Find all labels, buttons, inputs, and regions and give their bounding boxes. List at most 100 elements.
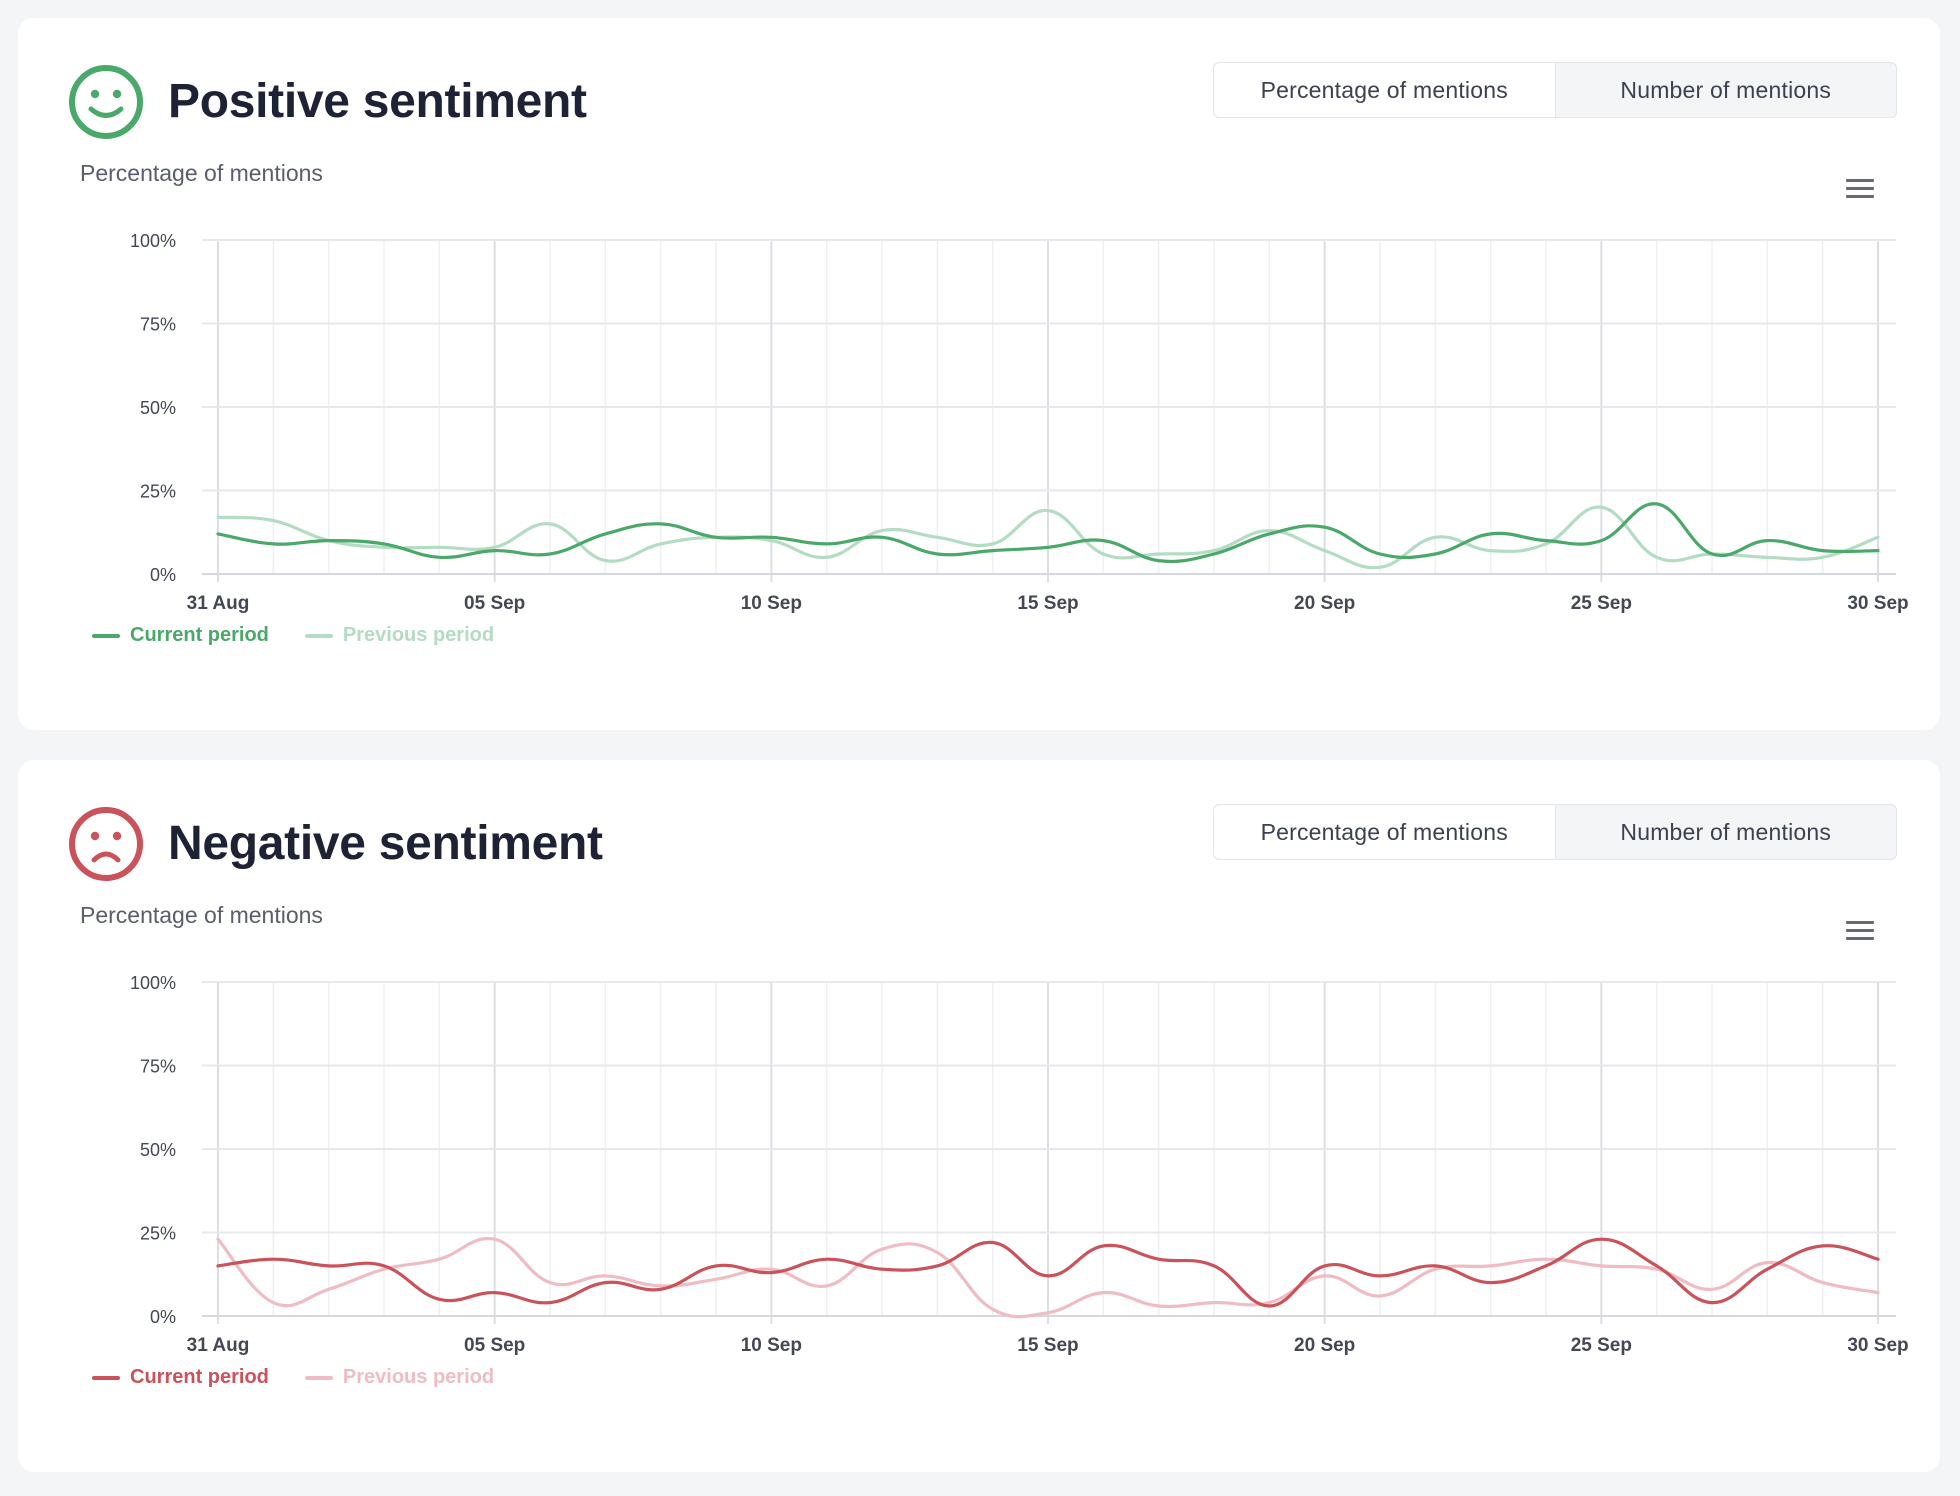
- data-point-current[interactable]: [1153, 1253, 1165, 1265]
- data-point-current[interactable]: [1651, 1260, 1663, 1272]
- legend-item-previous[interactable]: Previous period: [304, 1366, 494, 1389]
- data-point-previous[interactable]: [1595, 1260, 1607, 1272]
- hamburger-menu-icon[interactable]: [1844, 916, 1876, 946]
- data-point-current[interactable]: [821, 538, 833, 550]
- data-point-current[interactable]: [323, 535, 335, 547]
- data-point-current[interactable]: [212, 1260, 224, 1272]
- data-point-previous[interactable]: [212, 1233, 224, 1245]
- data-point-current[interactable]: [1761, 535, 1773, 547]
- data-point-previous[interactable]: [987, 1303, 999, 1315]
- data-point-current[interactable]: [1706, 548, 1718, 560]
- legend-item-current[interactable]: Current period: [92, 1366, 269, 1389]
- data-point-current[interactable]: [489, 545, 501, 557]
- data-point-current[interactable]: [1263, 1300, 1275, 1312]
- data-point-current[interactable]: [1706, 1297, 1718, 1309]
- hamburger-menu-icon[interactable]: [1844, 174, 1876, 204]
- data-point-current[interactable]: [1761, 1263, 1773, 1275]
- data-point-previous[interactable]: [1485, 545, 1497, 557]
- data-point-previous[interactable]: [1042, 505, 1054, 517]
- data-point-previous[interactable]: [1651, 551, 1663, 563]
- data-point-previous[interactable]: [267, 1297, 279, 1309]
- data-point-current[interactable]: [378, 1260, 390, 1272]
- data-point-previous[interactable]: [267, 515, 279, 527]
- data-point-current[interactable]: [1429, 1260, 1441, 1272]
- data-point-current[interactable]: [1097, 535, 1109, 547]
- data-point-current[interactable]: [1153, 555, 1165, 567]
- data-point-current[interactable]: [433, 1293, 445, 1305]
- data-point-previous[interactable]: [821, 551, 833, 563]
- percentage-of-mentions-tab[interactable]: Percentage of mentions: [1214, 805, 1556, 859]
- data-point-current[interactable]: [544, 1297, 556, 1309]
- data-point-previous[interactable]: [710, 1273, 722, 1285]
- data-point-current[interactable]: [212, 528, 224, 540]
- data-point-current[interactable]: [1429, 548, 1441, 560]
- data-point-current[interactable]: [1485, 528, 1497, 540]
- data-point-current[interactable]: [1872, 545, 1884, 557]
- data-point-current[interactable]: [987, 1237, 999, 1249]
- data-point-current[interactable]: [710, 1260, 722, 1272]
- data-point-previous[interactable]: [1706, 1283, 1718, 1295]
- data-point-current[interactable]: [489, 1287, 501, 1299]
- data-point-current[interactable]: [1595, 1233, 1607, 1245]
- series-line-current-period[interactable]: [216, 502, 1880, 564]
- data-point-current[interactable]: [1042, 541, 1054, 553]
- data-point-current[interactable]: [876, 1263, 888, 1275]
- data-point-current[interactable]: [1042, 1270, 1054, 1282]
- data-point-current[interactable]: [544, 548, 556, 560]
- data-point-current[interactable]: [1540, 535, 1552, 547]
- data-point-previous[interactable]: [1153, 1300, 1165, 1312]
- data-point-current[interactable]: [1097, 1240, 1109, 1252]
- data-point-current[interactable]: [1374, 548, 1386, 560]
- data-point-current[interactable]: [1319, 1260, 1331, 1272]
- data-point-current[interactable]: [655, 1283, 667, 1295]
- data-point-current[interactable]: [876, 531, 888, 543]
- data-point-previous[interactable]: [876, 1243, 888, 1255]
- percentage-of-mentions-tab[interactable]: Percentage of mentions: [1214, 63, 1556, 117]
- data-point-current[interactable]: [323, 1260, 335, 1272]
- data-point-previous[interactable]: [323, 1283, 335, 1295]
- data-point-previous[interactable]: [1485, 1260, 1497, 1272]
- data-point-previous[interactable]: [1319, 545, 1331, 557]
- data-point-current[interactable]: [267, 1253, 279, 1265]
- data-point-previous[interactable]: [931, 1247, 943, 1259]
- data-point-previous[interactable]: [1429, 531, 1441, 543]
- data-point-current[interactable]: [931, 548, 943, 560]
- data-point-current[interactable]: [931, 1260, 943, 1272]
- data-point-current[interactable]: [1319, 521, 1331, 533]
- data-point-current[interactable]: [378, 538, 390, 550]
- data-point-previous[interactable]: [655, 538, 667, 550]
- data-point-current[interactable]: [987, 545, 999, 557]
- legend-item-current[interactable]: Current period: [92, 624, 269, 647]
- data-point-current[interactable]: [1208, 548, 1220, 560]
- data-point-current[interactable]: [710, 531, 722, 543]
- data-point-current[interactable]: [765, 531, 777, 543]
- data-point-current[interactable]: [1485, 1277, 1497, 1289]
- series-line-current-period[interactable]: [216, 1237, 1880, 1308]
- data-point-current[interactable]: [1872, 1253, 1884, 1265]
- data-point-previous[interactable]: [212, 511, 224, 523]
- data-point-current[interactable]: [655, 518, 667, 530]
- data-point-previous[interactable]: [1761, 551, 1773, 563]
- data-point-previous[interactable]: [599, 555, 611, 567]
- data-point-previous[interactable]: [1872, 1287, 1884, 1299]
- data-point-current[interactable]: [1651, 498, 1663, 510]
- data-point-previous[interactable]: [1817, 1277, 1829, 1289]
- data-point-previous[interactable]: [544, 1277, 556, 1289]
- data-point-current[interactable]: [1817, 1240, 1829, 1252]
- data-point-previous[interactable]: [1374, 561, 1386, 573]
- data-point-previous[interactable]: [1208, 1297, 1220, 1309]
- number-of-mentions-tab[interactable]: Number of mentions: [1620, 818, 1832, 845]
- data-point-previous[interactable]: [433, 1253, 445, 1265]
- number-of-mentions-tab[interactable]: Number of mentions: [1620, 76, 1832, 103]
- data-point-previous[interactable]: [821, 1280, 833, 1292]
- legend-item-previous[interactable]: Previous period: [304, 624, 494, 647]
- data-point-previous[interactable]: [489, 1233, 501, 1245]
- series-line-previous-period[interactable]: [216, 505, 1880, 570]
- data-point-previous[interactable]: [1042, 1307, 1054, 1319]
- data-point-previous[interactable]: [1097, 1287, 1109, 1299]
- data-point-current[interactable]: [599, 1277, 611, 1289]
- data-point-previous[interactable]: [1374, 1290, 1386, 1302]
- data-point-current[interactable]: [1817, 545, 1829, 557]
- data-point-previous[interactable]: [931, 531, 943, 543]
- data-point-current[interactable]: [433, 551, 445, 563]
